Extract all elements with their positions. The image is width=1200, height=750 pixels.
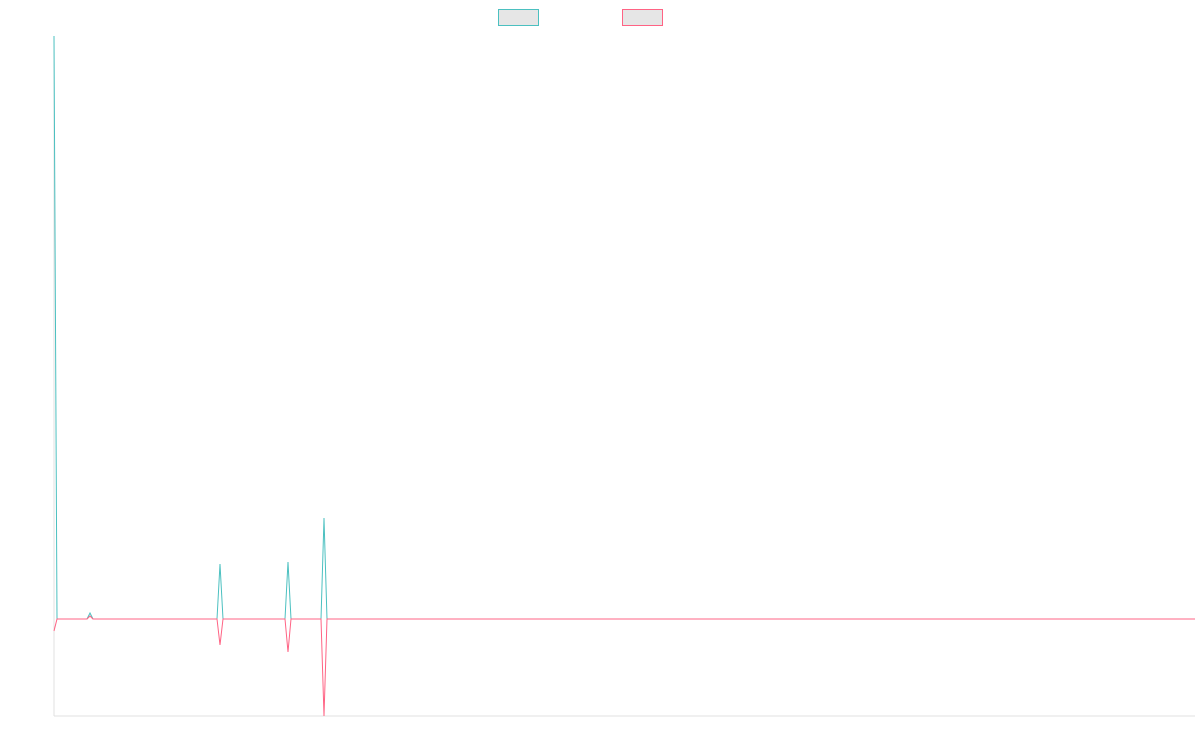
series-line <box>53 35 1195 620</box>
legend-swatch[interactable] <box>498 9 539 26</box>
legend-swatch[interactable] <box>622 9 663 26</box>
series-line <box>53 615 1195 717</box>
